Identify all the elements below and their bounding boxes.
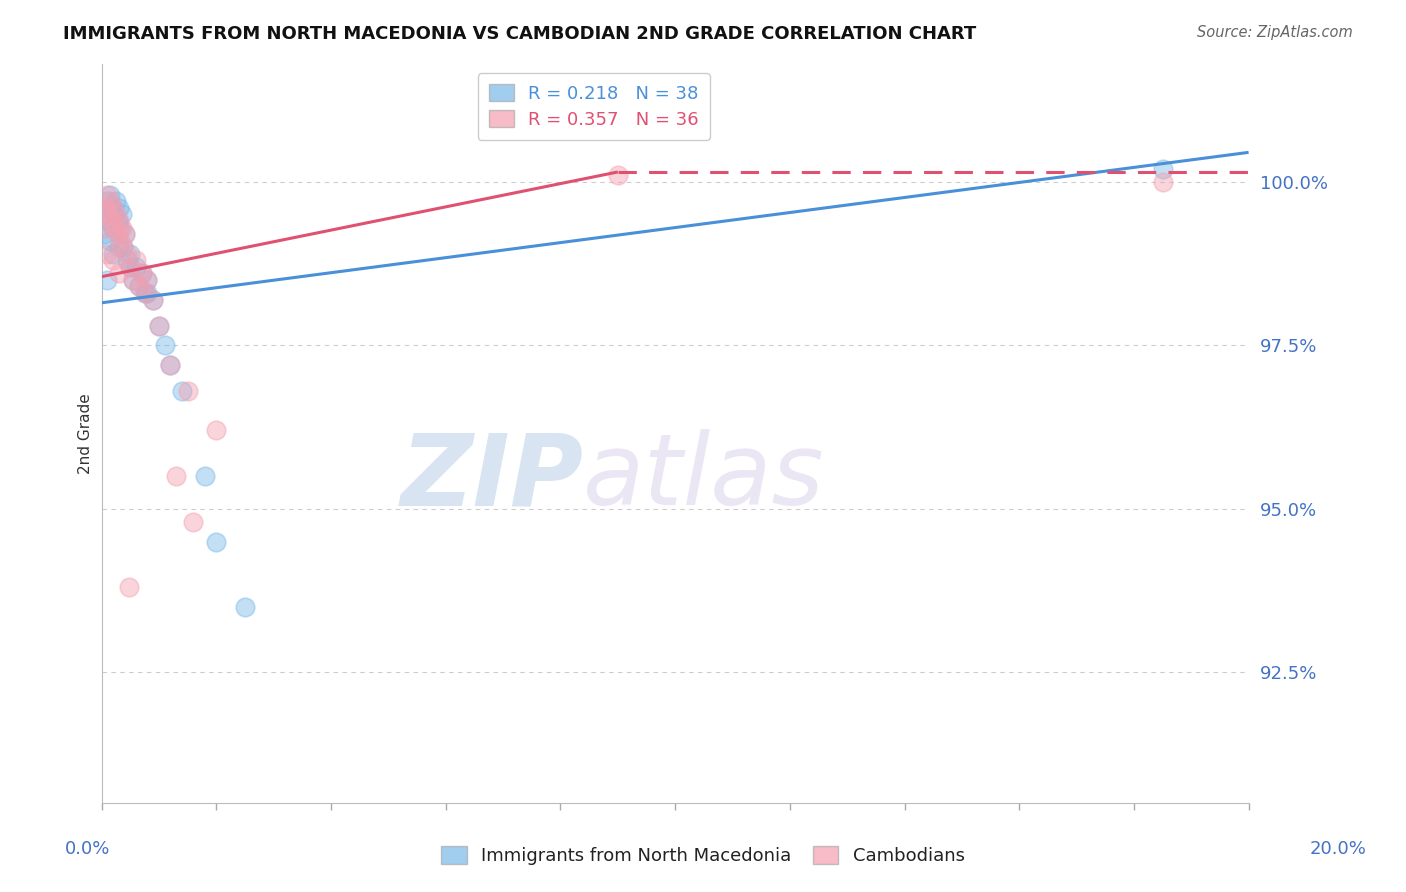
Point	[183, 515, 205, 529]
Point	[205, 423, 228, 437]
Point	[194, 469, 217, 483]
Point	[101, 246, 124, 260]
Point	[97, 207, 120, 221]
Point	[103, 207, 125, 221]
Point	[176, 384, 198, 398]
Point	[148, 318, 170, 333]
Point	[96, 273, 118, 287]
Point	[101, 201, 124, 215]
Point	[134, 285, 156, 300]
Point	[98, 194, 121, 209]
Text: 20.0%: 20.0%	[1310, 840, 1367, 858]
Point	[96, 194, 118, 209]
Point	[136, 285, 159, 300]
Legend: Immigrants from North Macedonia, Cambodians: Immigrants from North Macedonia, Cambodi…	[434, 839, 972, 872]
Point	[108, 234, 131, 248]
Point	[120, 246, 142, 260]
Point	[104, 194, 127, 209]
Point	[134, 285, 156, 300]
Point	[122, 273, 145, 287]
Point	[101, 214, 124, 228]
Point	[131, 266, 153, 280]
Point	[1152, 175, 1174, 189]
Point	[108, 214, 131, 228]
Point	[112, 240, 135, 254]
Point	[142, 293, 165, 307]
Point	[117, 253, 139, 268]
Point	[114, 227, 136, 241]
Point	[98, 187, 121, 202]
Point	[118, 580, 141, 594]
Point	[111, 220, 134, 235]
Point	[101, 201, 124, 215]
Point	[148, 318, 170, 333]
Point	[122, 273, 145, 287]
Point	[98, 234, 121, 248]
Point	[111, 207, 134, 221]
Point	[125, 253, 148, 268]
Point	[142, 293, 165, 307]
Point	[96, 207, 118, 221]
Point	[205, 534, 228, 549]
Point	[120, 260, 142, 274]
Text: ZIP: ZIP	[401, 429, 583, 526]
Point	[112, 240, 135, 254]
Point	[153, 338, 176, 352]
Text: IMMIGRANTS FROM NORTH MACEDONIA VS CAMBODIAN 2ND GRADE CORRELATION CHART: IMMIGRANTS FROM NORTH MACEDONIA VS CAMBO…	[63, 25, 977, 43]
Point	[108, 240, 131, 254]
Point	[131, 266, 153, 280]
Point	[165, 469, 187, 483]
Text: 0.0%: 0.0%	[65, 840, 110, 858]
Point	[101, 253, 124, 268]
Point	[606, 168, 628, 182]
Point	[128, 279, 150, 293]
Point	[96, 201, 118, 215]
Point	[108, 266, 131, 280]
Point	[96, 246, 118, 260]
Point	[93, 220, 115, 235]
Point	[107, 214, 129, 228]
Point	[101, 220, 124, 235]
Point	[120, 260, 142, 274]
Point	[107, 227, 129, 241]
Point	[1152, 161, 1174, 176]
Text: atlas: atlas	[583, 429, 825, 526]
Point	[114, 227, 136, 241]
Point	[125, 260, 148, 274]
Point	[108, 201, 131, 215]
Point	[170, 384, 193, 398]
Text: Source: ZipAtlas.com: Source: ZipAtlas.com	[1197, 25, 1353, 40]
Point	[97, 214, 120, 228]
Point	[93, 227, 115, 241]
Point	[108, 220, 131, 235]
Point	[159, 358, 181, 372]
Point	[104, 207, 127, 221]
Legend: R = 0.218   N = 38, R = 0.357   N = 36: R = 0.218 N = 38, R = 0.357 N = 36	[478, 73, 710, 139]
Point	[233, 599, 256, 614]
Point	[159, 358, 181, 372]
Point	[128, 279, 150, 293]
Y-axis label: 2nd Grade: 2nd Grade	[79, 393, 93, 474]
Point	[103, 220, 125, 235]
Point	[136, 273, 159, 287]
Point	[96, 187, 118, 202]
Point	[136, 273, 159, 287]
Point	[117, 246, 139, 260]
